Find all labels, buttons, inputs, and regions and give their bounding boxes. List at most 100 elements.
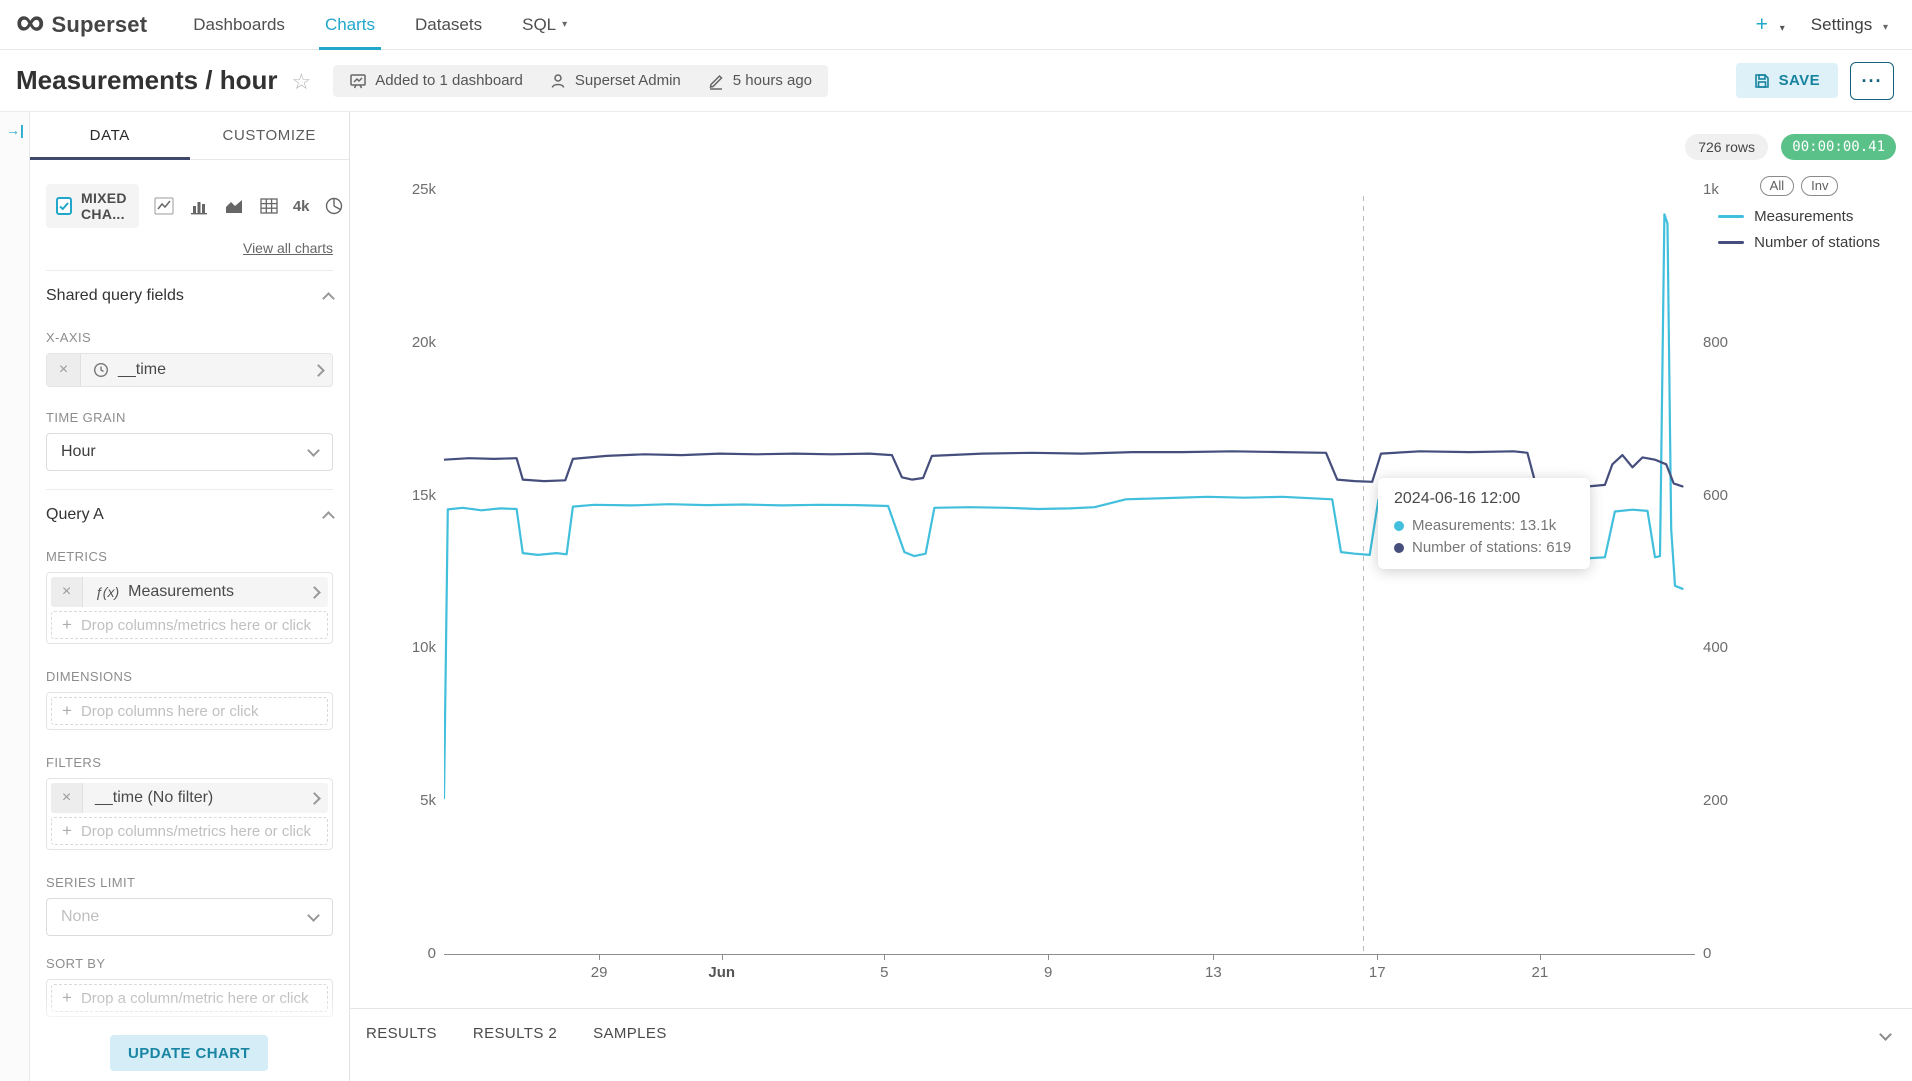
chevron-up-icon (322, 510, 335, 524)
collapse-results-icon[interactable] (1879, 1028, 1892, 1047)
series-limit-select[interactable]: None (46, 898, 333, 936)
x-axis-label: 17 (1368, 964, 1386, 981)
y-axis-left-label: 5k (420, 792, 436, 810)
bar-chart-icon[interactable] (188, 195, 210, 217)
metric-expand-caret[interactable] (300, 577, 328, 607)
chart-area: 726 rows 00:00:00.41 All Inv Measurement… (350, 112, 1912, 1008)
new-item-button[interactable]: + ▾ (1756, 13, 1785, 37)
time-grain-select[interactable]: Hour (46, 433, 333, 471)
dimensions-container: + Drop columns here or click (46, 692, 333, 730)
filter-time-no-filter[interactable]: × __time (No filter) (51, 783, 328, 813)
filter-expand-caret[interactable] (300, 783, 328, 813)
filters-label: FILTERS (46, 755, 102, 770)
nav-item-sql-label: SQL (522, 14, 557, 34)
x-axis-tick (721, 954, 723, 960)
x-axis-label: Jun (708, 964, 736, 981)
x-axis-tick (1213, 954, 1215, 960)
more-actions-button[interactable]: ··· (1850, 61, 1894, 100)
results-pane: RESULTS RESULTS 2 SAMPLES (350, 1008, 1912, 1081)
chart-header: Measurements / hour ☆ Added to 1 dashboa… (0, 50, 1912, 112)
tooltip-value: Number of stations: 619 (1412, 539, 1572, 556)
chevron-down-icon (307, 909, 320, 922)
table-icon[interactable] (258, 195, 280, 217)
remove-filter-icon[interactable]: × (51, 783, 83, 813)
y-axis-right-label: 200 (1703, 792, 1729, 810)
sort-by-label: SORT BY (46, 956, 106, 971)
update-chart-button[interactable]: UPDATE CHART (110, 1035, 268, 1071)
legend-label: Number of stations (1754, 234, 1880, 251)
plus-icon: + (62, 615, 72, 634)
tooltip-title: 2024-06-16 12:00 (1394, 490, 1521, 507)
pie-chart-icon[interactable] (323, 195, 345, 217)
clock-icon (93, 362, 109, 378)
row-count-badge: 726 rows (1685, 134, 1768, 160)
series-line-number-of-stations (444, 450, 1684, 490)
x-axis-field-value: __time (118, 361, 167, 378)
viz-type-selected[interactable]: MIXED CHA... (46, 184, 139, 228)
legend-label: Measurements (1754, 208, 1854, 225)
remove-field-icon[interactable]: × (47, 354, 81, 386)
last-modified-label: 5 hours ago (732, 72, 813, 89)
tab-results[interactable]: RESULTS (366, 1025, 437, 1042)
chevron-down-icon: ▾ (1779, 22, 1785, 34)
legend-swatch (1718, 241, 1745, 244)
dashboards-added-badge[interactable]: Added to 1 dashboard (349, 72, 523, 90)
series-limit-value: None (61, 908, 100, 925)
nav-item-sql[interactable]: SQL ▾ (502, 0, 587, 50)
line-chart-icon[interactable] (153, 195, 175, 217)
settings-label: Settings (1810, 14, 1873, 34)
chart-metadata-bar: Added to 1 dashboard Superset Admin 5 ho… (333, 64, 829, 97)
save-button[interactable]: SAVE (1735, 63, 1838, 98)
plus-icon: + (62, 821, 72, 840)
remove-metric-icon[interactable]: × (51, 577, 83, 607)
superset-logo[interactable]: ∞ Superset (0, 2, 173, 42)
y-axis-left-label: 0 (427, 945, 436, 962)
nav-item-datasets[interactable]: Datasets (415, 14, 483, 34)
tab-customize[interactable]: CUSTOMIZE (222, 127, 316, 144)
metrics-drop-zone[interactable]: + Drop columns/metrics here or click (51, 611, 328, 639)
favorite-star-icon[interactable]: ☆ (291, 68, 312, 94)
plot-svg (444, 196, 1684, 954)
y-axis-right-label: 800 (1703, 333, 1729, 351)
tab-data[interactable]: DATA (30, 112, 190, 160)
save-label: SAVE (1778, 72, 1820, 89)
tooltip-value: Measurements: 13.1k (1412, 517, 1557, 534)
big-number-icon[interactable]: 4k (292, 197, 310, 215)
section-shared-query-fields[interactable]: Shared query fields (46, 287, 335, 305)
view-all-charts-link[interactable]: View all charts (242, 240, 333, 256)
field-expand-caret[interactable] (304, 354, 332, 386)
user-icon (549, 72, 567, 90)
divider (46, 489, 333, 490)
section-title: Shared query fields (46, 287, 184, 304)
chevron-down-icon (307, 444, 320, 457)
legend-all-button[interactable]: All (1759, 176, 1795, 196)
nav-item-dashboards[interactable]: Dashboards (193, 14, 285, 34)
x-axis-field[interactable]: × __time (46, 353, 333, 387)
section-query-a[interactable]: Query A (46, 506, 335, 524)
legend-inv-button[interactable]: Inv (1801, 176, 1839, 196)
dimensions-drop-zone[interactable]: + Drop columns here or click (51, 697, 328, 725)
tab-samples[interactable]: SAMPLES (593, 1025, 667, 1042)
drop-hint: Drop columns/metrics here or click (80, 822, 311, 840)
filters-drop-zone[interactable]: + Drop columns/metrics here or click (51, 817, 328, 845)
series-dot-icon (1394, 520, 1404, 531)
plus-icon: + (62, 701, 72, 720)
area-chart-icon[interactable] (223, 195, 245, 217)
metric-measurements[interactable]: × ƒ(x) Measurements (51, 577, 328, 607)
drop-hint: Drop columns here or click (80, 702, 259, 720)
legend-swatch (1718, 215, 1745, 218)
control-panel-tabs: DATA CUSTOMIZE (30, 112, 349, 160)
x-axis-label: 21 (1531, 964, 1549, 981)
save-disk-icon (1754, 73, 1770, 89)
legend-item-number-of-stations[interactable]: Number of stations (1718, 234, 1880, 251)
settings-menu[interactable]: Settings ▾ (1811, 15, 1888, 35)
filter-value: __time (No filter) (95, 789, 214, 806)
x-axis-line (444, 954, 1695, 955)
expand-panel-icon[interactable]: →| (6, 122, 24, 138)
legend-item-measurements[interactable]: Measurements (1718, 208, 1853, 225)
owner-badge: Superset Admin (549, 72, 681, 90)
tab-results-2[interactable]: RESULTS 2 (472, 1025, 558, 1042)
y-axis-right-label: 1k (1703, 181, 1719, 198)
x-axis-label: 29 (590, 964, 608, 981)
nav-item-charts[interactable]: Charts (305, 0, 395, 50)
